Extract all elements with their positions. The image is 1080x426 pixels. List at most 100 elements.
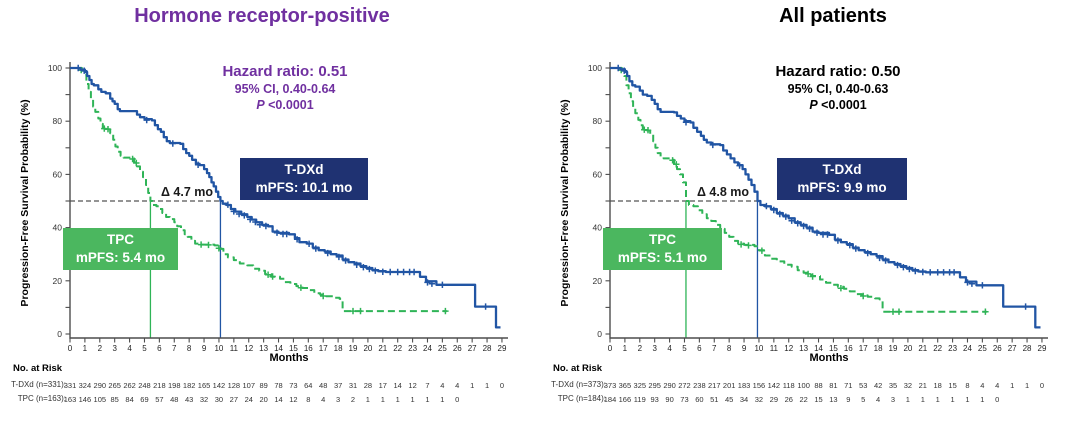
x-tick-label: 13 [259,344,268,353]
x-tick-label: 19 [889,344,898,353]
at-risk-value: 31 [348,381,358,390]
y-tick-label: 20 [593,276,603,286]
panel-title-right: All patients [779,5,887,27]
at-risk-value: 119 [633,395,646,404]
x-tick-label: 3 [112,344,117,353]
x-tick-label: 23 [948,344,957,353]
x-tick-label: 14 [814,344,823,353]
x-tick-label: 17 [859,344,868,353]
at-risk-value: 0 [1039,381,1045,390]
x-tick-label: 1 [83,344,88,353]
censor-marks-t-dxd [75,64,489,310]
at-risk-value: 20 [259,395,268,404]
x-tick-label: 5 [142,344,147,353]
x-tick-label: 21 [918,344,927,353]
x-tick-label: 28 [1023,344,1032,353]
at-risk-value: 88 [814,381,823,390]
x-tick-label: 23 [408,344,417,353]
panel-hormone-receptor-positive: Hormone receptor-positive 0 20 40 60 80 100 0 1… [11,5,508,404]
x-tick-label: 27 [468,344,477,353]
at-risk-value: 71 [844,381,853,390]
x-tick-label: 16 [304,344,313,353]
tpc-median-box: TPC mPFS: 5.4 mo [63,228,178,270]
at-risk-value: 163 [63,395,77,404]
y-tick-label: 60 [593,169,603,179]
at-risk-value: 100 [797,381,810,390]
x-tick-label: 8 [187,344,192,353]
at-risk-value: 35 [888,381,898,390]
at-risk-value: 142 [212,381,226,390]
x-tick-label: 3 [652,344,657,353]
at-risk-value: 107 [242,381,255,390]
x-tick-label: 17 [319,344,328,353]
at-risk-value: 2 [350,395,356,404]
at-risk-value: 118 [782,381,795,390]
x-tick-label: 15 [289,344,298,353]
at-risk-value: 5 [861,395,866,404]
at-risk-value: 57 [155,395,164,404]
at-risk-value: 78 [274,381,283,390]
x-tick-label: 5 [682,344,687,353]
at-risk-value: 26 [784,395,793,404]
at-risk-value: 14 [393,381,402,390]
at-risk-value: 60 [695,395,704,404]
at-risk-value: 290 [663,381,676,390]
at-risk-value: 15 [814,395,823,404]
panel-title-left: Hormone receptor-positive [134,5,390,27]
at-risk-value: 22 [799,395,808,404]
at-risk-value: 290 [93,381,107,390]
at-risk-value: 64 [304,381,313,390]
tpc-box-name: TPC [107,232,134,247]
at-risk-value: 142 [767,381,781,390]
at-risk-value: 0 [499,381,505,390]
at-risk-value: 12 [408,381,417,390]
at-risk-value: 166 [618,395,632,404]
x-tick-label: 25 [978,344,987,353]
at-risk-value: 146 [78,395,92,404]
tpc-box-mpfs: mPFS: 5.4 mo [75,250,166,265]
x-tick-label: 16 [844,344,853,353]
x-tick-label: 14 [274,344,283,353]
at-risk-value: 265 [108,381,121,390]
x-tick-label: 1 [623,344,628,353]
at-risk-value: 73 [680,395,689,404]
tdxd-box-name: T-DXd [822,162,862,177]
at-risk-value: 48 [170,395,179,404]
tdxd-box-mpfs: mPFS: 9.9 mo [797,180,887,195]
x-tick-label: 2 [638,344,643,353]
at-risk-value: 17 [378,381,387,390]
x-tick-label: 0 [68,344,73,353]
x-tick-label: 18 [874,344,883,353]
x-tick-label: 6 [697,344,702,353]
p-value-text: P <0.0001 [775,97,900,113]
at-risk-value: 24 [244,395,253,404]
at-risk-value: 42 [873,381,883,390]
at-risk-value: 1 [470,381,475,390]
at-risk-value: 331 [63,381,77,390]
tdxd-box-mpfs: mPFS: 10.1 mo [255,180,353,195]
panel-all-patients: All patients 0 20 40 60 80 100 0 1 2 3 4 5 6 7 8 9 10 11 1… [540,0,1080,426]
at-risk-value: 4 [980,381,985,390]
at-risk-value: 165 [197,381,211,390]
x-tick-label: 15 [829,344,838,353]
stats-block-left: Hazard ratio: 0.51 95% CI, 0.40-0.64 P <… [222,62,347,113]
stats-block-right: Hazard ratio: 0.50 95% CI, 0.40-0.63 P <… [775,62,900,113]
at-risk-value: 1 [1010,381,1015,390]
p-value: <0.0001 [817,98,867,112]
at-risk-value: 1 [935,395,940,404]
at-risk-value: 3 [890,395,896,404]
at-risk-value: 34 [739,395,749,404]
at-risk-value: 90 [665,395,674,404]
p-symbol: P [256,98,265,112]
x-tick-label: 7 [172,344,177,353]
x-axis-title: Months [269,352,309,364]
x-tick-label: 26 [993,344,1002,353]
y-tick-label: 100 [48,63,62,73]
at-risk-value: 182 [182,381,196,390]
km-curve-tpc [610,67,987,313]
at-risk-value: 0 [995,395,1000,404]
y-tick-label: 60 [53,169,63,179]
at-risk-value: 198 [167,381,181,390]
